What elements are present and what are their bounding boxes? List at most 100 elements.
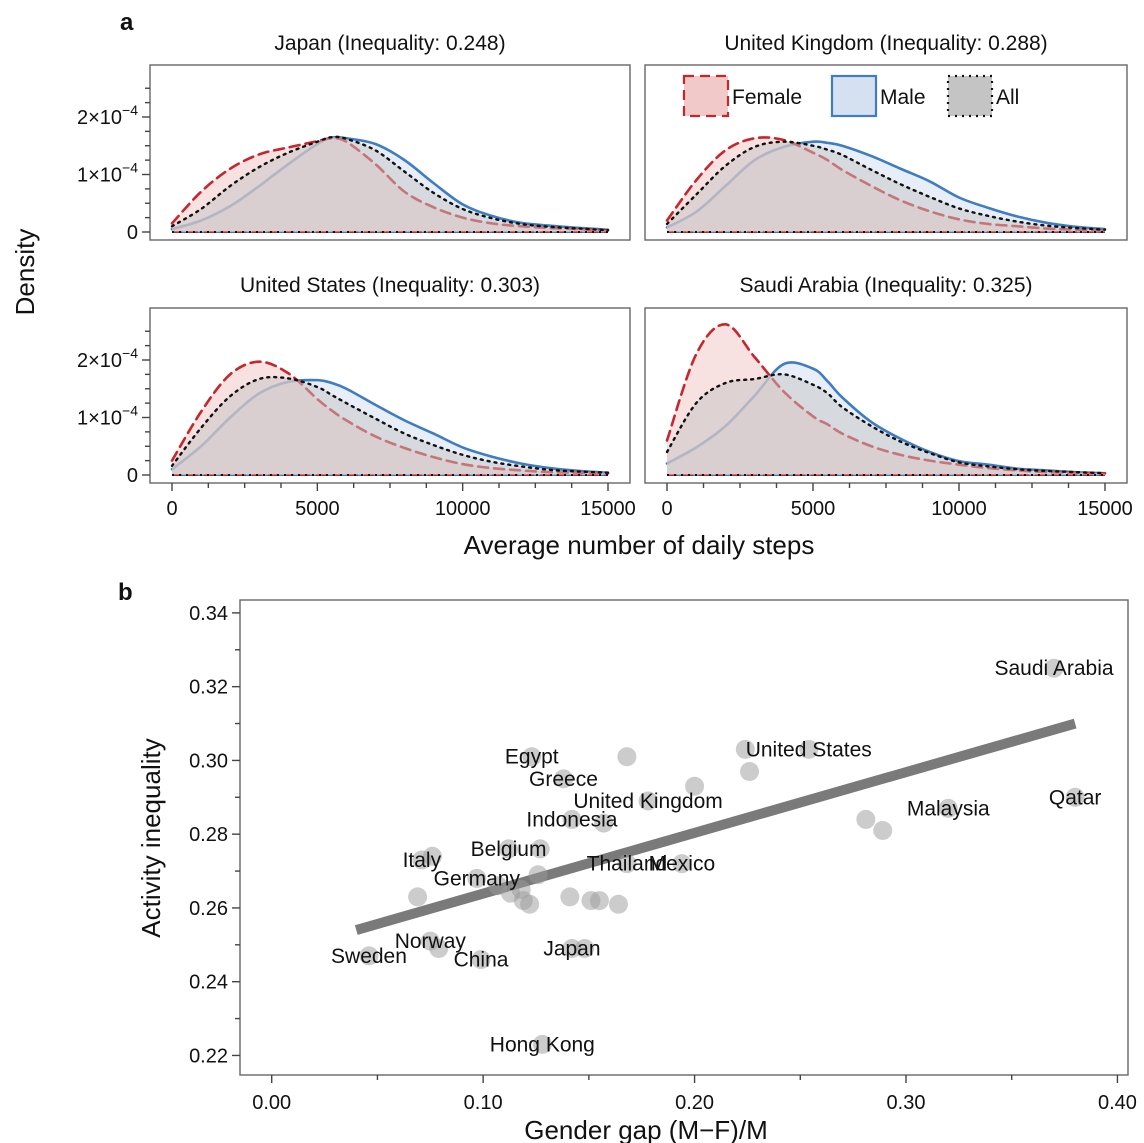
legend-label-male: Male	[880, 86, 926, 109]
density-line-all	[665, 140, 1107, 231]
panel-a-ylabel: Density	[10, 229, 40, 316]
y-tick-label: 1×10−4	[77, 160, 138, 187]
panel-a-xlabel: Average number of daily steps	[464, 530, 815, 560]
density-curves: 0 5000 10000 15000	[661, 323, 1133, 520]
facet-title: Saudi Arabia (Inequality: 0.325)	[739, 274, 1032, 297]
facet-title: Japan (Inequality: 0.248)	[274, 32, 505, 55]
data-point	[429, 939, 449, 959]
facet-frame	[149, 64, 631, 241]
data-point	[467, 868, 487, 888]
density-line-all	[170, 135, 610, 232]
data-point	[471, 950, 491, 970]
data-point	[422, 846, 442, 866]
facet-title: United States (Inequality: 0.303)	[240, 274, 540, 297]
data-point	[560, 887, 580, 907]
x-tick-label: 0.30	[887, 1092, 926, 1114]
country-label: Qatar	[1049, 786, 1102, 809]
legend-item-all: All	[946, 74, 1019, 118]
y-tick-exponent: −4	[122, 345, 138, 361]
facet-frame	[644, 64, 1128, 241]
data-point	[553, 769, 573, 789]
country-label: United Kingdom	[573, 790, 722, 813]
x-tick-label: 10000	[435, 498, 491, 520]
country-label: Thailand	[587, 853, 668, 876]
x-tick-label: 15000	[580, 498, 636, 520]
y-tick-label: 0.26	[189, 898, 228, 920]
data-point	[530, 839, 550, 859]
legend-item-male: Male	[830, 74, 926, 118]
y-tick-label: 0.22	[189, 1045, 228, 1067]
y-tick-label: 2×10−4	[77, 102, 138, 129]
facet-united-kingdom: United Kingdom (Inequality: 0.288)	[644, 32, 1128, 241]
panel-a-label: a	[120, 9, 134, 36]
density-curves: 0 1×10−4 2×10−4 0 5000 10000 15000	[77, 330, 636, 520]
country-label: Norway	[395, 930, 467, 953]
data-point	[740, 761, 760, 781]
data-point	[589, 891, 609, 911]
facet-title: United Kingdom (Inequality: 0.288)	[724, 32, 1047, 55]
country-label: Malaysia	[907, 797, 990, 820]
country-label: Japan	[543, 938, 600, 961]
x-tick-label: 10000	[931, 498, 987, 520]
scatter-plot: 0.00 0.10 0.20 0.30 0.40 0.22 0.24 0.26 0.28 0.30…	[189, 603, 1137, 1114]
trend-line	[354, 718, 1077, 935]
country-label: Mexico	[649, 853, 716, 876]
y-tick-label: 1×10−4	[77, 403, 138, 430]
data-point	[532, 1034, 552, 1054]
y-tick-label: 2×10−4	[77, 345, 138, 372]
y-tick-label: 0.30	[189, 750, 228, 772]
country-label: Indonesia	[526, 808, 617, 831]
data-point	[685, 776, 705, 796]
density-area-all	[667, 374, 1105, 475]
data-point	[594, 813, 614, 833]
data-point	[1065, 787, 1085, 807]
data-point	[672, 854, 692, 874]
x-tick-label: 0	[166, 498, 177, 520]
panel-b: Gender gap (M−F)/M Activity inequality 0…	[136, 599, 1137, 1143]
legend-swatch-male	[830, 74, 878, 118]
data-point	[608, 894, 628, 914]
y-tick-label: 0.32	[189, 677, 228, 699]
legend-label-all: All	[996, 86, 1019, 109]
data-point	[638, 791, 658, 811]
y-tick-label: 0.34	[189, 603, 228, 625]
facet-japan: Japan (Inequality: 0.248) 0 1×10−4 2×10−4	[77, 32, 631, 244]
data-point	[735, 739, 755, 759]
x-tick-label: 0.10	[464, 1092, 503, 1114]
x-tick-label: 0.40	[1098, 1092, 1137, 1114]
country-label: Hong Kong	[490, 1033, 595, 1056]
x-tick-label: 0.20	[675, 1092, 714, 1114]
data-point	[617, 747, 637, 767]
panel-b-xlabel: Gender gap (M−F)/M	[524, 1115, 767, 1143]
country-label: Belgium	[471, 838, 547, 861]
density-area-all	[667, 141, 1105, 232]
data-point	[528, 865, 548, 885]
data-point	[799, 739, 819, 759]
country-label: Egypt	[505, 746, 559, 769]
facet-saudi-arabia: Saudi Arabia (Inequality: 0.325) 0 5000 10…	[644, 274, 1133, 520]
country-label: Greece	[529, 768, 598, 791]
legend: Female Male All	[682, 74, 1019, 118]
country-label: Italy	[403, 849, 442, 872]
legend-item-female: Female	[682, 74, 802, 118]
data-point	[873, 820, 893, 840]
data-point	[562, 809, 582, 829]
y-tick-label: 0.28	[189, 824, 228, 846]
y-tick-label: 0	[127, 465, 138, 487]
x-tick-label: 0	[661, 498, 672, 520]
y-tick-label: 0	[127, 222, 138, 244]
data-point	[499, 839, 519, 859]
data-point	[1044, 658, 1064, 678]
data-point	[617, 854, 637, 874]
density-area-all	[172, 377, 608, 475]
density-curves: 0 1×10−4 2×10−4	[77, 87, 610, 244]
density-line-female	[665, 136, 1107, 233]
data-point	[575, 939, 595, 959]
country-label: China	[454, 949, 509, 972]
data-point	[359, 946, 379, 966]
data-point	[408, 887, 428, 907]
panel-b-label: b	[118, 579, 133, 606]
country-label: Germany	[434, 867, 521, 890]
density-line-all	[665, 373, 1107, 475]
